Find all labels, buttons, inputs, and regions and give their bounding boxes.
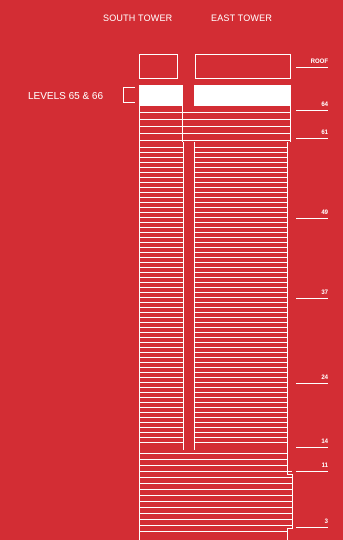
level-marker-64: 64: [296, 101, 328, 111]
south-highlight-levels: [139, 85, 183, 106]
level-marker-49: 49: [296, 209, 328, 219]
level-marker-roof: ROOF: [296, 58, 328, 68]
east-tower-crown: [195, 54, 291, 79]
level-marker-24: 24: [296, 374, 328, 384]
east-tower-title: EAST TOWER: [211, 13, 273, 23]
level-marker-11: 11: [296, 462, 328, 472]
south-tower-title: SOUTH TOWER: [103, 13, 173, 23]
east-highlight-levels: [194, 85, 291, 106]
south-tower-crown: [139, 54, 178, 79]
level-marker-3: 3: [296, 518, 328, 528]
level-marker-14: 14: [296, 438, 328, 448]
highlight-callout-label: LEVELS 65 & 66: [28, 91, 104, 102]
level-marker-61: 61: [296, 129, 328, 139]
callout-bracket: [123, 87, 135, 103]
level-marker-37: 37: [296, 289, 328, 299]
